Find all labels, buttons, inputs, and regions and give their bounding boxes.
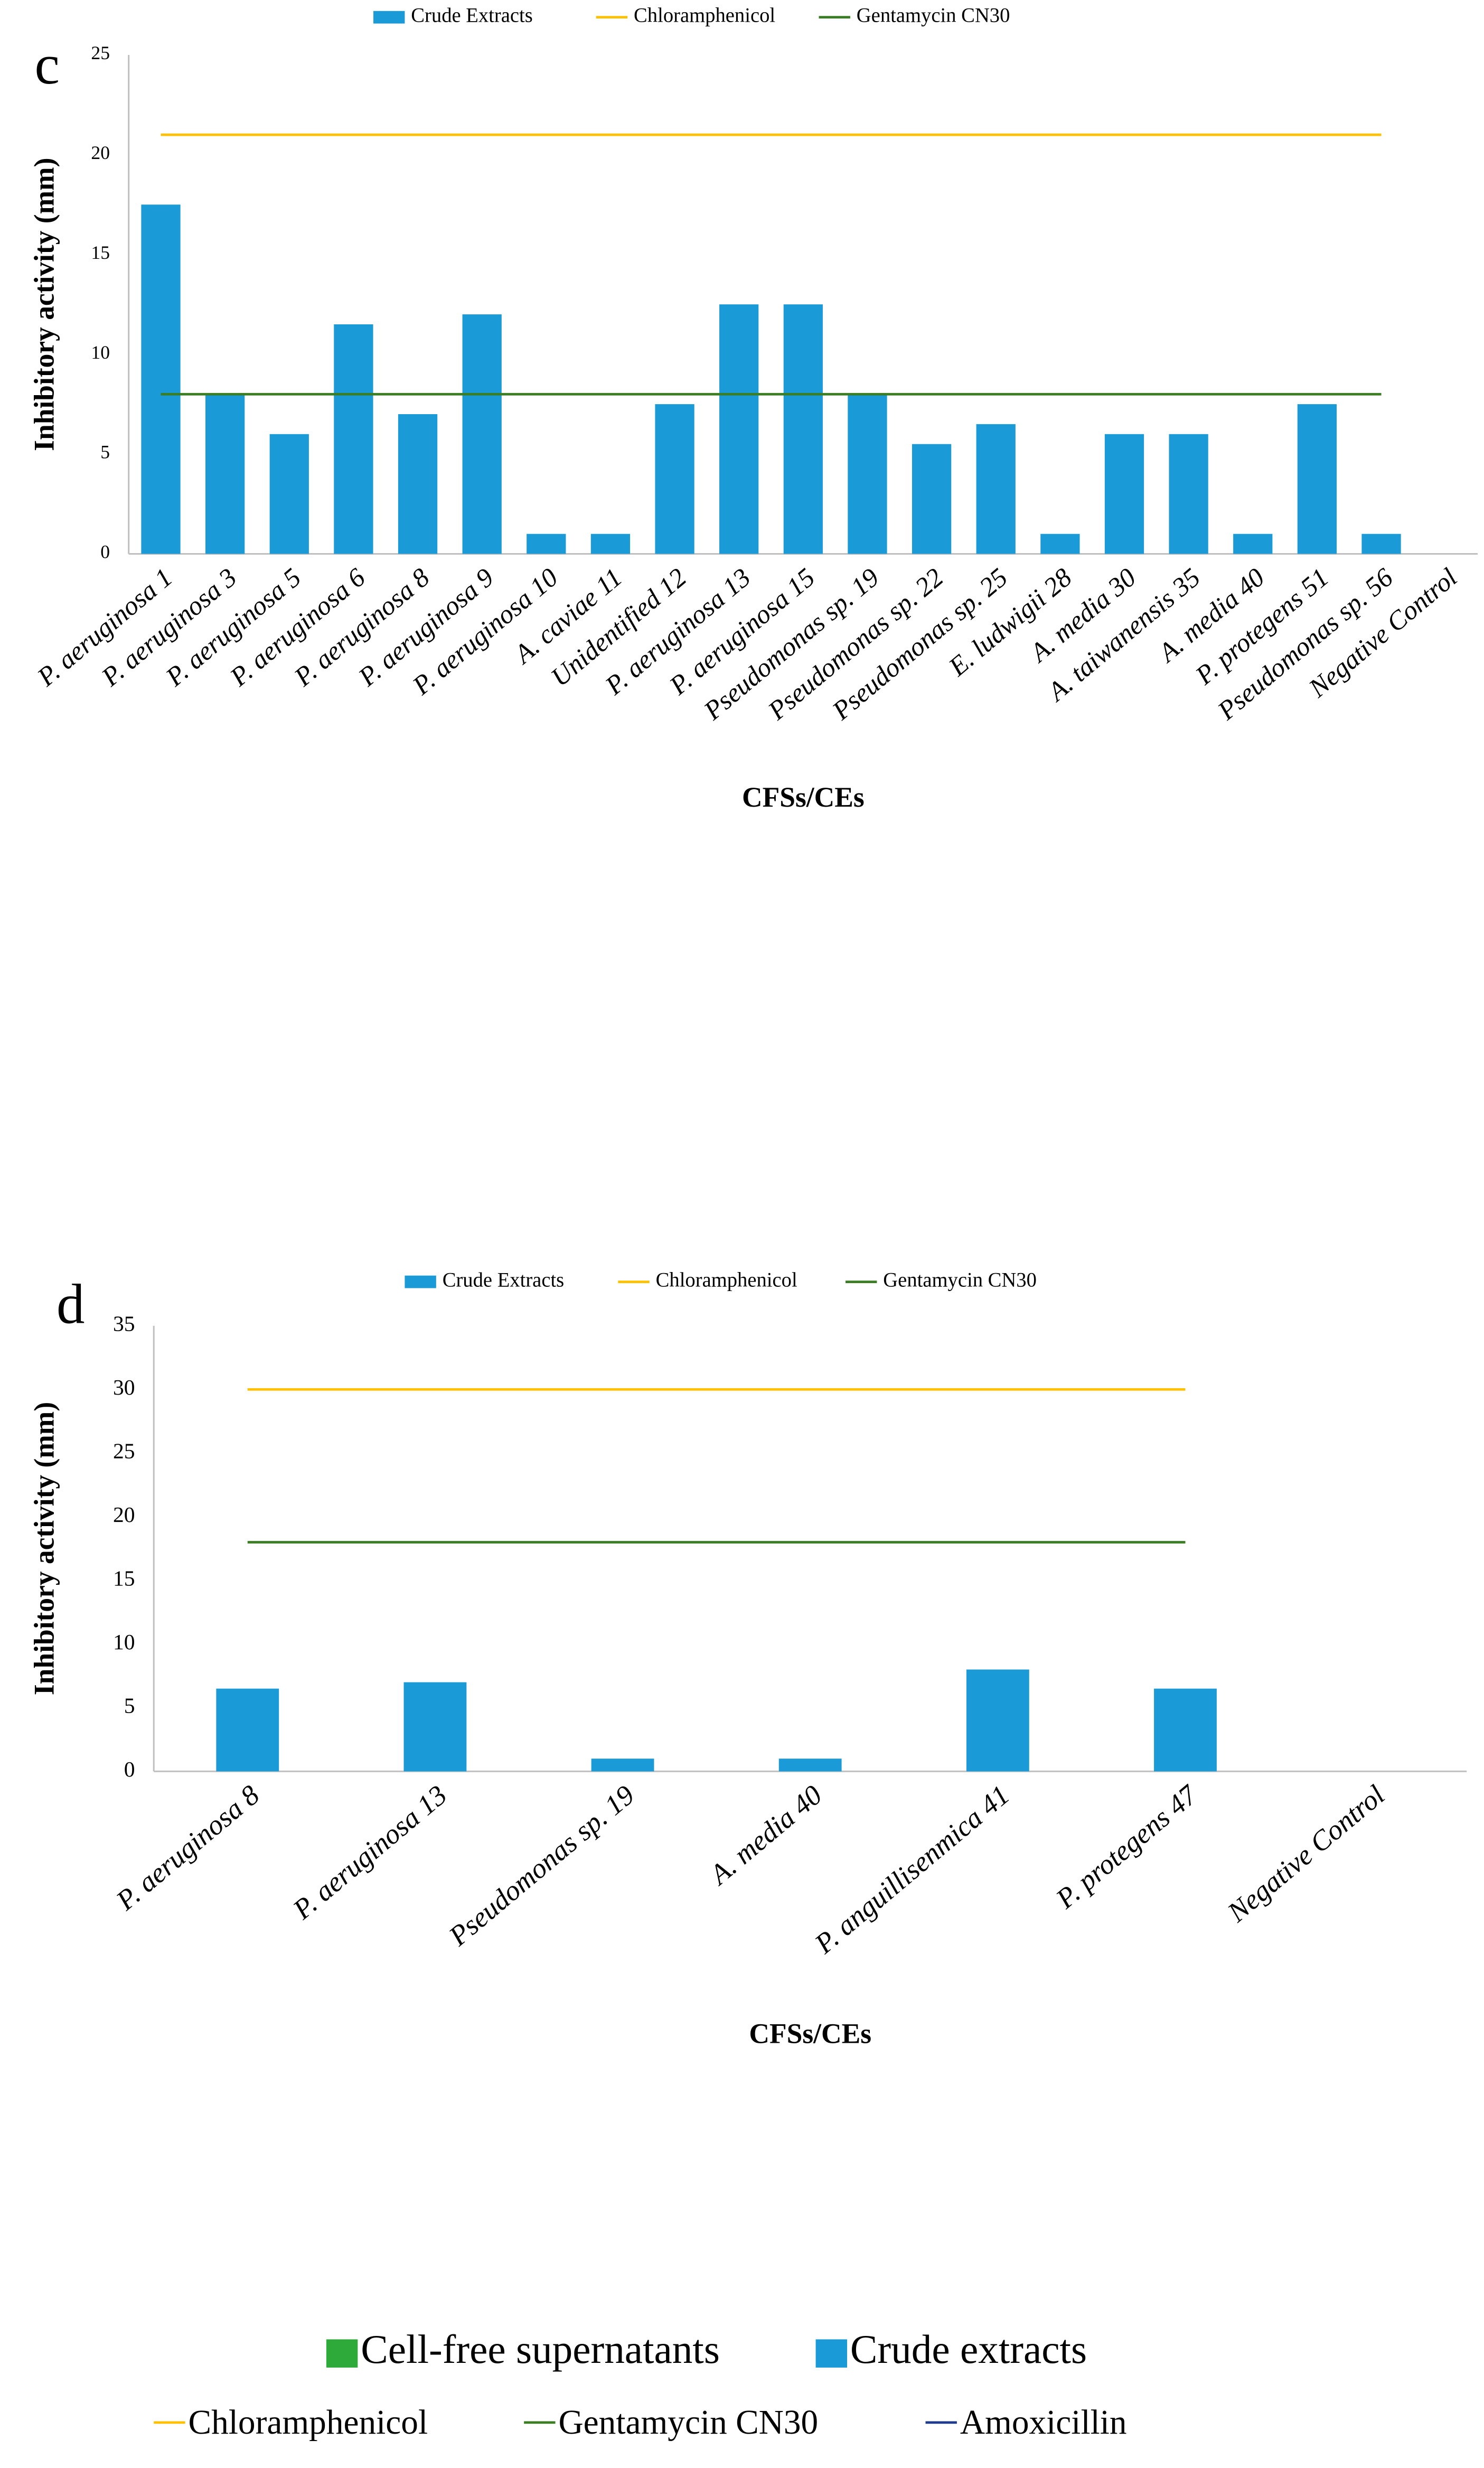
y-tick-label: 35 [113, 1311, 135, 1335]
bar [590, 534, 631, 554]
y-tick-label: 10 [91, 342, 110, 363]
bar [1104, 434, 1144, 554]
bar [976, 424, 1016, 554]
y-tick-label: 20 [113, 1502, 135, 1527]
bar [655, 404, 694, 554]
y-tick-label: 5 [100, 442, 110, 463]
panel-label: d [57, 1274, 84, 1336]
x-axis-title: CFSs/CEs [749, 2017, 871, 2049]
y-tick-label: 15 [91, 242, 110, 263]
bar [1233, 534, 1273, 554]
legend-label: Chloramphenicol [656, 1269, 797, 1291]
y-tick-label: 0 [124, 1757, 135, 1781]
bar [269, 434, 309, 554]
panel-label: c [34, 34, 59, 96]
y-tick-label: 5 [124, 1693, 135, 1717]
y-axis-title: Inhibitory activity (mm) [29, 158, 60, 451]
bar [591, 1759, 654, 1772]
bar [783, 304, 823, 554]
y-tick-label: 20 [91, 142, 110, 163]
bar [141, 204, 181, 554]
legend-swatch [815, 2339, 847, 2368]
y-axis-title: Inhibitory activity (mm) [29, 1402, 60, 1695]
legend-label: Gentamycin CN30 [558, 2404, 818, 2442]
bar [778, 1759, 842, 1772]
y-tick-label: 10 [113, 1630, 135, 1654]
bar [403, 1682, 467, 1772]
legend-label: Crude extracts [850, 2326, 1087, 2372]
bar [205, 394, 245, 554]
bar [462, 314, 502, 554]
x-tick-label: P. aeruginosa 13 [286, 1779, 453, 1925]
bar [966, 1669, 1029, 1772]
y-tick-label: 25 [91, 42, 110, 63]
x-tick-label: P. aeruginosa 8 [110, 1779, 266, 1917]
legend-label: Crude Extracts [411, 5, 533, 27]
bar [398, 414, 438, 554]
bar [1361, 534, 1401, 554]
y-tick-label: 15 [113, 1566, 135, 1590]
x-tick-label: Pseudomonas sp. 19 [443, 1779, 641, 1952]
x-tick-label: A. media 40 [702, 1779, 828, 1891]
x-axis-title: CFSs/CEs [742, 781, 865, 813]
legend-swatch [326, 2339, 358, 2368]
legend-label: Gentamycin CN30 [857, 5, 1010, 27]
bar [1297, 404, 1337, 554]
bar [1040, 534, 1080, 554]
x-tick-label: P. anguillisептica 41 [808, 1779, 1015, 1960]
legend-label: Chloramphenicol [189, 2404, 428, 2442]
legend-label: Amoxicillin [960, 2404, 1127, 2442]
bar [1154, 1688, 1217, 1772]
bar [527, 534, 566, 554]
legend-swatch [405, 1275, 436, 1288]
bar [216, 1688, 279, 1772]
x-tick-label: Negative Control [1221, 1779, 1391, 1928]
legend-label: Crude Extracts [443, 1269, 565, 1291]
y-tick-label: 25 [113, 1438, 135, 1463]
y-tick-label: 30 [113, 1375, 135, 1399]
bar [848, 394, 887, 554]
bar [1169, 434, 1208, 554]
bar [912, 444, 952, 554]
legend-label: Chloramphenicol [634, 5, 775, 27]
legend-label: Cell-free supernatants [361, 2326, 720, 2372]
x-tick-label: P. protegens 47 [1049, 1778, 1204, 1915]
y-tick-label: 0 [100, 541, 110, 563]
bar [334, 324, 373, 554]
legend-swatch [373, 11, 405, 24]
bar [719, 304, 759, 554]
legend-label: Gentamycin CN30 [883, 1269, 1037, 1291]
